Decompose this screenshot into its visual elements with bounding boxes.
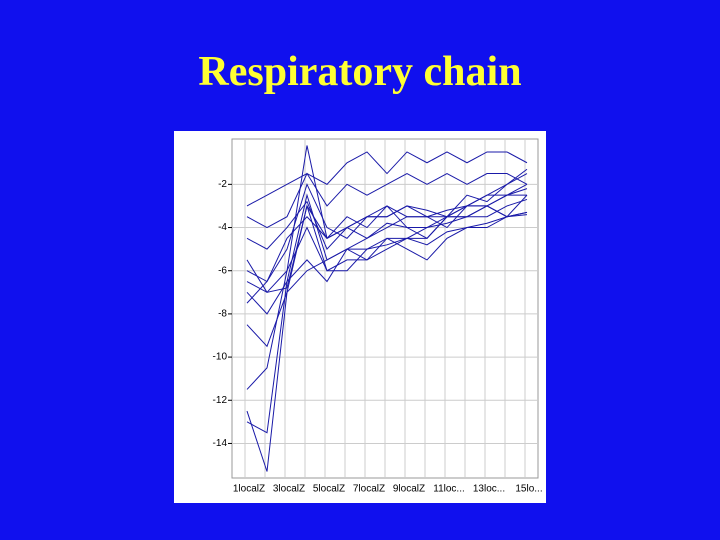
x-tick-label: 9localZ bbox=[393, 484, 425, 495]
series-line bbox=[246, 198, 528, 251]
x-tick-label: 1localZ bbox=[233, 484, 265, 495]
y-tick-label: -6 bbox=[218, 265, 227, 276]
series-line bbox=[246, 168, 528, 293]
chart-background bbox=[174, 131, 546, 503]
x-tick-label: 7localZ bbox=[353, 484, 385, 495]
x-tick-label: 5localZ bbox=[313, 484, 345, 495]
series-line bbox=[246, 214, 528, 434]
series-line bbox=[246, 211, 528, 348]
x-tick-label: 3localZ bbox=[273, 484, 305, 495]
slide-title: Respiratory chain bbox=[198, 49, 522, 95]
series-line bbox=[246, 151, 528, 207]
series-line bbox=[246, 172, 528, 229]
y-tick-label: -4 bbox=[218, 222, 227, 233]
y-tick-label: -2 bbox=[218, 179, 227, 190]
y-tick-label: -14 bbox=[213, 438, 228, 449]
y-tick-label: -10 bbox=[213, 352, 228, 363]
x-tick-label: 15lo... bbox=[515, 484, 542, 495]
y-tick-label: -12 bbox=[213, 395, 228, 406]
x-tick-label: 11loc... bbox=[433, 484, 465, 495]
x-tick-label: 13loc... bbox=[473, 484, 505, 495]
y-tick-label: -8 bbox=[218, 309, 227, 320]
series-line bbox=[246, 194, 527, 304]
